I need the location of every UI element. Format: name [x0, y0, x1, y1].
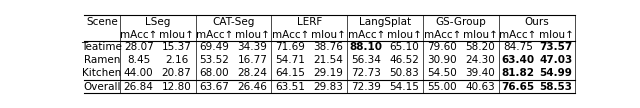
Text: 54.50: 54.50 — [428, 68, 457, 78]
Text: 38.76: 38.76 — [314, 42, 343, 52]
Text: 24.30: 24.30 — [465, 55, 495, 65]
Text: 26.46: 26.46 — [237, 82, 268, 92]
Text: 44.00: 44.00 — [124, 68, 154, 78]
Text: 26.84: 26.84 — [124, 82, 154, 92]
Text: mAcc↑: mAcc↑ — [120, 30, 157, 40]
Text: 64.15: 64.15 — [275, 68, 305, 78]
Text: 63.51: 63.51 — [275, 82, 305, 92]
Text: 72.73: 72.73 — [351, 68, 381, 78]
Text: LERF: LERF — [297, 17, 322, 27]
Text: 29.19: 29.19 — [314, 68, 343, 78]
Text: 53.52: 53.52 — [200, 55, 230, 65]
Text: 63.67: 63.67 — [200, 82, 230, 92]
Text: 68.00: 68.00 — [200, 68, 229, 78]
Text: mIou↑: mIou↑ — [235, 30, 270, 40]
Text: 20.87: 20.87 — [162, 68, 191, 78]
Text: mAcc↑: mAcc↑ — [424, 30, 461, 40]
Text: 54.15: 54.15 — [389, 82, 419, 92]
Text: 81.82: 81.82 — [502, 68, 534, 78]
Text: 65.10: 65.10 — [389, 42, 419, 52]
Text: 79.60: 79.60 — [428, 42, 457, 52]
Text: 56.34: 56.34 — [351, 55, 381, 65]
Text: GS-Group: GS-Group — [436, 17, 486, 27]
Text: 58.53: 58.53 — [540, 82, 573, 92]
Text: Kitchen: Kitchen — [82, 68, 122, 78]
Text: 88.10: 88.10 — [350, 42, 383, 52]
Text: 63.40: 63.40 — [502, 55, 534, 65]
Text: mIou↑: mIou↑ — [463, 30, 497, 40]
Text: 40.63: 40.63 — [465, 82, 495, 92]
Text: 15.37: 15.37 — [162, 42, 191, 52]
Text: 76.65: 76.65 — [502, 82, 534, 92]
Text: mAcc↑: mAcc↑ — [499, 30, 537, 40]
Text: 8.45: 8.45 — [127, 55, 150, 65]
Text: 12.80: 12.80 — [162, 82, 191, 92]
Text: 69.49: 69.49 — [200, 42, 230, 52]
Text: 54.99: 54.99 — [540, 68, 572, 78]
Text: 47.03: 47.03 — [540, 55, 573, 65]
Text: LangSplat: LangSplat — [359, 17, 412, 27]
Text: mIou↑: mIou↑ — [539, 30, 573, 40]
Text: 50.83: 50.83 — [389, 68, 419, 78]
Text: 73.57: 73.57 — [540, 42, 573, 52]
Text: Scene: Scene — [86, 17, 118, 27]
Text: 46.52: 46.52 — [389, 55, 419, 65]
Text: 39.40: 39.40 — [465, 68, 495, 78]
Text: 71.69: 71.69 — [275, 42, 305, 52]
Text: mAcc↑: mAcc↑ — [272, 30, 309, 40]
Text: mIou↑: mIou↑ — [311, 30, 346, 40]
Text: Overall: Overall — [83, 82, 120, 92]
Text: 54.71: 54.71 — [275, 55, 305, 65]
Text: Teatime: Teatime — [81, 42, 122, 52]
Text: mIou↑: mIou↑ — [387, 30, 422, 40]
Text: Ramen: Ramen — [84, 55, 120, 65]
Text: LSeg: LSeg — [145, 17, 170, 27]
Text: 72.39: 72.39 — [351, 82, 381, 92]
Text: 21.54: 21.54 — [314, 55, 343, 65]
Text: 28.24: 28.24 — [237, 68, 268, 78]
Text: mIou↑: mIou↑ — [159, 30, 194, 40]
Text: 28.07: 28.07 — [124, 42, 154, 52]
Text: mAcc↑: mAcc↑ — [196, 30, 233, 40]
Text: 55.00: 55.00 — [428, 82, 457, 92]
Text: Ours: Ours — [525, 17, 549, 27]
Text: 29.83: 29.83 — [314, 82, 343, 92]
Text: mAcc↑: mAcc↑ — [348, 30, 385, 40]
Text: 16.77: 16.77 — [237, 55, 268, 65]
Text: CAT-Seg: CAT-Seg — [212, 17, 255, 27]
Text: 30.90: 30.90 — [428, 55, 457, 65]
Text: 2.16: 2.16 — [165, 55, 188, 65]
Text: 84.75: 84.75 — [503, 42, 533, 52]
Text: 58.20: 58.20 — [465, 42, 495, 52]
Text: 34.39: 34.39 — [237, 42, 268, 52]
